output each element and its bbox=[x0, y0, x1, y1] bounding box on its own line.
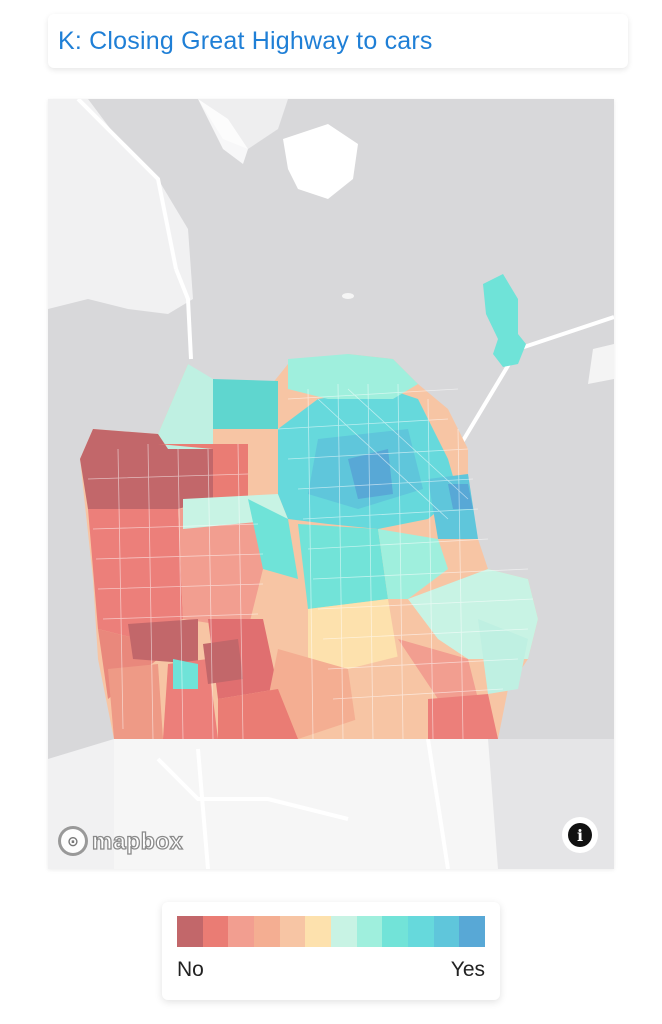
legend-swatch bbox=[331, 916, 357, 947]
inner-sunset[interactable] bbox=[178, 499, 263, 629]
ingleside[interactable] bbox=[218, 689, 298, 739]
parkside-strong-no[interactable] bbox=[128, 619, 198, 664]
portola[interactable] bbox=[398, 639, 478, 699]
tiburon-land bbox=[198, 99, 248, 164]
map-title: K: Closing Great Highway to cars bbox=[58, 26, 433, 55]
legend: No Yes bbox=[162, 902, 500, 1000]
st-francis-wood[interactable] bbox=[203, 639, 243, 684]
mission-strong-yes[interactable] bbox=[348, 449, 393, 499]
choropleth-map[interactable]: ⊙ mapbox i bbox=[48, 99, 614, 869]
legend-swatch bbox=[356, 916, 383, 947]
highway-101 bbox=[76, 99, 178, 270]
legend-swatch bbox=[279, 916, 306, 947]
legend-low-label: No bbox=[177, 958, 204, 981]
legend-swatch bbox=[202, 916, 229, 947]
hunters-point[interactable] bbox=[478, 619, 528, 694]
legend-swatch bbox=[228, 916, 255, 947]
map-canvas[interactable] bbox=[48, 99, 614, 869]
info-button[interactable]: i bbox=[562, 817, 598, 853]
legend-swatch bbox=[433, 916, 460, 947]
legend-swatch bbox=[408, 916, 434, 947]
marin-land bbox=[48, 99, 193, 314]
presidio-west[interactable] bbox=[158, 364, 213, 449]
golden-gate-bridge bbox=[174, 268, 193, 360]
neighborhood-borders bbox=[87, 383, 534, 740]
south-roads bbox=[156, 738, 450, 869]
marina-north-beach[interactable] bbox=[288, 354, 418, 399]
inner-richmond[interactable] bbox=[158, 444, 248, 499]
noe-valley[interactable] bbox=[298, 524, 388, 609]
glen-park[interactable] bbox=[308, 599, 398, 669]
legend-swatch bbox=[382, 916, 409, 947]
legend-swatch bbox=[305, 916, 332, 947]
mapbox-attribution[interactable]: ⊙ mapbox bbox=[58, 825, 183, 857]
haight[interactable] bbox=[248, 499, 298, 579]
mapbox-wordmark: mapbox bbox=[91, 827, 184, 854]
alcatraz bbox=[342, 293, 354, 299]
san-mateo-land bbox=[48, 739, 498, 869]
marin-shore bbox=[198, 99, 288, 149]
stonestown[interactable] bbox=[173, 659, 198, 689]
excelsior[interactable] bbox=[268, 649, 358, 739]
title-card: K: Closing Great Highway to cars bbox=[48, 14, 628, 68]
treasure-island[interactable] bbox=[483, 274, 526, 367]
legend-swatch bbox=[177, 916, 203, 947]
lake-merced[interactable] bbox=[108, 664, 163, 739]
mission-bay[interactable] bbox=[448, 484, 473, 509]
mapbox-logo-icon: ⊙ bbox=[58, 826, 88, 856]
east-bay-land bbox=[588, 344, 614, 384]
visitacion-valley[interactable] bbox=[348, 654, 438, 739]
legend-color-scale bbox=[177, 916, 486, 947]
outer-richmond[interactable] bbox=[80, 429, 213, 509]
legend-swatch bbox=[459, 916, 486, 947]
legend-high-label: Yes bbox=[450, 958, 485, 981]
legend-swatch bbox=[254, 916, 280, 947]
county-mask bbox=[114, 739, 614, 869]
info-icon: i bbox=[568, 823, 592, 847]
angel-island bbox=[283, 124, 358, 199]
presidio-east[interactable] bbox=[213, 379, 278, 429]
outer-sunset[interactable] bbox=[88, 509, 183, 639]
